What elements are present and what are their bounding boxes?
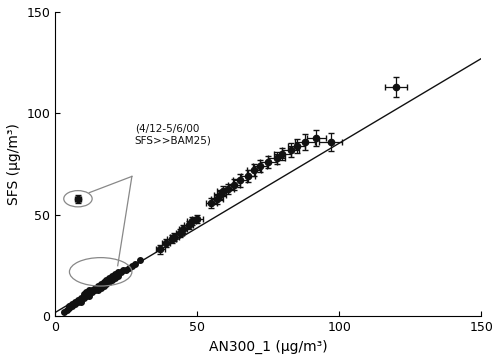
X-axis label: AN300_1 (μg/m³): AN300_1 (μg/m³)	[209, 340, 328, 354]
Y-axis label: SFS (μg/m³): SFS (μg/m³)	[7, 123, 21, 205]
Text: (4/12-5/6/00
SFS>>BAM25): (4/12-5/6/00 SFS>>BAM25)	[134, 123, 212, 145]
